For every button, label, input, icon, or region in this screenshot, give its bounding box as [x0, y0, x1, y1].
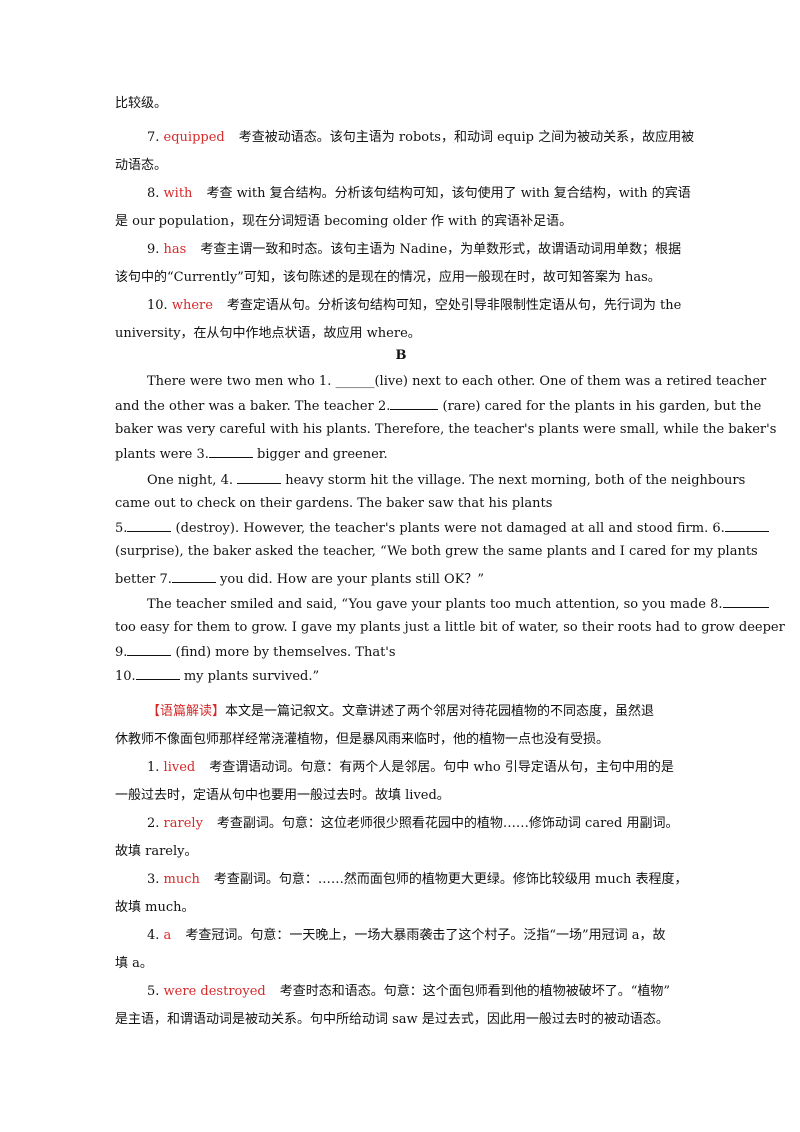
answer-item-7: 7. equipped 考查被动语态。该句主语为 robots，和动词 equip…: [147, 126, 694, 145]
text-line: 是 our population，现在分词短语 becoming older 作…: [115, 214, 573, 229]
answer-item-4: 4. a 考查冠词。句意：一天晚上，一场大暴雨袭击了这个村子。泛指“一场”用冠词 …: [147, 928, 666, 943]
explanation-text: 考查主谓一致和时态。该句主语为 Nadine，为单数形式，故谓语动词用单数；根据: [200, 242, 682, 257]
passage-line: plants were 3. bigger and greener.: [115, 446, 388, 462]
text-line: 故填 much。: [115, 900, 195, 915]
blank-6[interactable]: [724, 520, 769, 532]
answer-word: where: [171, 298, 213, 313]
discourse-analysis: 【语篇解读】本文是一篇记叙文。文章讲述了两个邻居对待花园植物的不同态度，虽然退: [147, 704, 655, 719]
answer-item-10: 10. where 考查定语从句。分析该句结构可知，空处引导非限制性定语从句，先行…: [147, 294, 681, 313]
answer-word: with: [163, 186, 193, 201]
passage-line: The teacher smiled and said, “You gave y…: [147, 596, 769, 612]
text-line: 是主语，和谓语动词是被动关系。句中所给动词 saw 是过去式，因此用一般过去时的…: [115, 1012, 669, 1027]
blank-10[interactable]: [135, 668, 180, 680]
answer-word: lived: [163, 760, 196, 775]
answer-word: has: [163, 242, 187, 257]
section-heading: B: [395, 348, 407, 363]
explanation-text: 考查被动语态。该句主语为 robots，和动词 equip 之间为被动关系，故应…: [238, 130, 695, 145]
answer-item-8: 8. with 考查 with 复合结构。分析该句结构可知，该句使用了 with …: [147, 182, 691, 201]
passage-line: One night, 4. heavy storm hit the villag…: [147, 472, 746, 488]
analysis-tag: 【语篇解读】: [147, 704, 226, 719]
text-line: 比较级。: [115, 96, 168, 111]
explanation-text: 考查 with 复合结构。分析该句结构可知，该句使用了 with 复合结构，wi…: [206, 186, 691, 201]
passage-line: and the other was a baker. The teacher 2…: [115, 398, 762, 414]
blank-5[interactable]: [127, 520, 172, 532]
passage-line: 9. (find) more by themselves. That's: [115, 644, 396, 660]
item-number: 8.: [147, 186, 164, 201]
answer-item-1: 1. lived 考查谓语动词。句意：有两个人是邻居。句中 who 引导定语从句，…: [147, 760, 674, 775]
answer-item-2: 2. rarely 考查副词。句意：这位老师很少照看花园中的植物……修饰动词 ca…: [147, 816, 679, 831]
text-line: 一般过去时，定语从句中也要用一般过去时。故填 lived。: [115, 788, 450, 803]
passage-line: (surprise), the baker asked the teacher,…: [115, 544, 758, 559]
blank-3[interactable]: [208, 446, 253, 458]
answer-word: equipped: [163, 130, 225, 145]
passage-line: came out to check on their gardens. The …: [115, 496, 553, 511]
passage-line: 5. (destroy). However, the teacher's pla…: [115, 520, 769, 536]
blank-9[interactable]: [127, 644, 172, 656]
passage-line: There were two men who 1. ______(live) n…: [147, 374, 767, 389]
text-line: university，在从句中作地点状语，故应用 where。: [115, 326, 421, 341]
answer-word: a: [163, 928, 172, 943]
passage-line: too easy for them to grow. I gave my pla…: [115, 620, 785, 635]
text-line: 该句中的“Currently”可知，该句陈述的是现在的情况，应用一般现在时，故可…: [115, 270, 661, 285]
answer-item-5: 5. were destroyed 考查时态和语态。句意：这个面包师看到他的植物被…: [147, 984, 671, 999]
item-number: 9.: [147, 242, 164, 257]
answer-item-9: 9. has 考查主谓一致和时态。该句主语为 Nadine，为单数形式，故谓语动词…: [147, 238, 681, 257]
text-line: 休教师不像面包师那样经常浇灌植物，但是暴风雨来临时，他的植物一点也没有受损。: [115, 732, 610, 747]
blank-8[interactable]: [722, 596, 769, 608]
answer-item-3: 3. much 考查副词。句意：……然而面包师的植物更大更绿。修饰比较级用 muc…: [147, 872, 688, 887]
passage-line: baker was very careful with his plants. …: [115, 422, 777, 437]
explanation-text: 考查定语从句。分析该句结构可知，空处引导非限制性定语从句，先行词为 the: [226, 298, 682, 313]
passage-line: 10. my plants survived.”: [115, 668, 320, 684]
blank-7[interactable]: [171, 571, 216, 583]
text-line: 动语态。: [115, 158, 168, 173]
item-number: 10.: [147, 298, 172, 313]
blank-4[interactable]: [237, 472, 282, 484]
text-line: 填 a。: [115, 956, 153, 971]
answer-word: rarely: [163, 816, 203, 831]
text-line: 故填 rarely。: [115, 844, 198, 859]
passage-line: better 7. you did. How are your plants s…: [115, 571, 485, 587]
item-number: 7.: [147, 130, 164, 145]
answer-word: much: [163, 872, 200, 887]
answer-word: were destroyed: [163, 984, 266, 999]
blank-2[interactable]: [390, 398, 439, 410]
